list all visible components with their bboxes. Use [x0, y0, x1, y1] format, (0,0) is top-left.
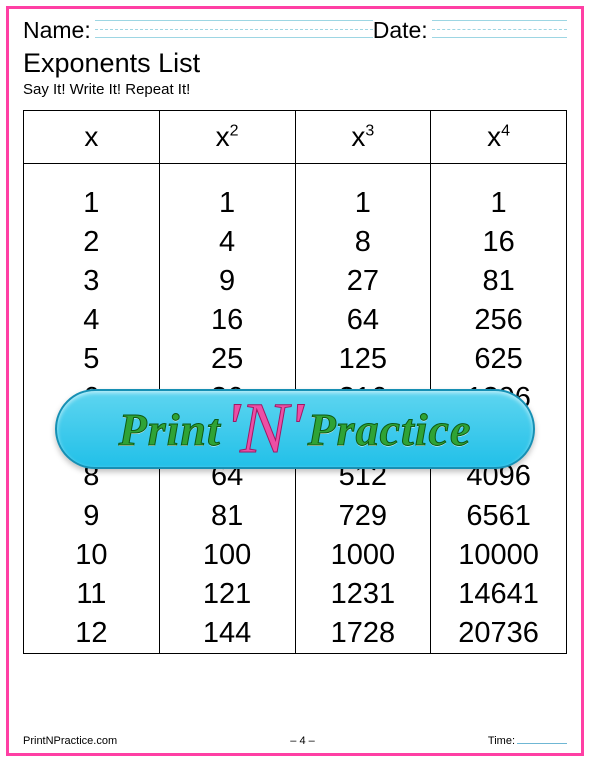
table-cell: 1: [431, 184, 567, 223]
table-cell: 1231: [295, 575, 431, 614]
table-cell: 81: [159, 497, 295, 536]
table-cell: 25: [159, 340, 295, 379]
table-cell: 625: [431, 340, 567, 379]
table-cell: 144: [159, 614, 295, 654]
table-cell: 5: [24, 340, 160, 379]
table-cell: 64: [295, 301, 431, 340]
table-cell: 2: [24, 223, 160, 262]
table-cell: 11: [24, 575, 160, 614]
table-cell: 27: [295, 262, 431, 301]
table-cell: 729: [295, 497, 431, 536]
logo-word-print: Print: [119, 403, 221, 456]
date-label: Date:: [373, 17, 428, 44]
table-row: 392781: [24, 262, 567, 301]
table-cell: 4: [159, 223, 295, 262]
name-label: Name:: [23, 17, 91, 44]
worksheet-page: Name: Date: Exponents List Say It! Write…: [6, 6, 584, 756]
table-cell: 10000: [431, 536, 567, 575]
table-row: 24816: [24, 223, 567, 262]
table-cell: 3: [24, 262, 160, 301]
table-cell: 6561: [431, 497, 567, 536]
table-cell: 1000: [295, 536, 431, 575]
table-cell: 1: [24, 184, 160, 223]
table-cell: 81: [431, 262, 567, 301]
table-header-row: x x2 x3 x4: [24, 111, 567, 164]
footer-row: PrintNPractice.com – 4 – Time:: [23, 734, 567, 747]
table-cell: 4: [24, 301, 160, 340]
footer-page: – 4 –: [117, 735, 488, 747]
col-header: x2: [159, 111, 295, 164]
table-cell: 14641: [431, 575, 567, 614]
table-row: 11121123114641: [24, 575, 567, 614]
logo-word-n: 'N': [225, 400, 304, 458]
table-cell: 121: [159, 575, 295, 614]
col-header: x4: [431, 111, 567, 164]
date-line[interactable]: [432, 20, 567, 38]
footer-time: Time:: [488, 734, 567, 747]
table-cell: 1: [295, 184, 431, 223]
page-title: Exponents List: [23, 48, 567, 79]
logo-word-practice: Practice: [308, 403, 472, 456]
table-cell: 9: [24, 497, 160, 536]
header-row: Name: Date:: [9, 9, 581, 46]
table-row: 12144172820736: [24, 614, 567, 654]
table-row: 9817296561: [24, 497, 567, 536]
table-cell: 10: [24, 536, 160, 575]
table-cell: 100: [159, 536, 295, 575]
table-row: 41664256: [24, 301, 567, 340]
table-cell: 1: [159, 184, 295, 223]
table-row: 10100100010000: [24, 536, 567, 575]
title-block: Exponents List Say It! Write It! Repeat …: [9, 46, 581, 104]
exponents-table: x x2 x3 x4 11112481639278141664256525125…: [23, 110, 567, 654]
table-cell: 20736: [431, 614, 567, 654]
table-cell: 16: [159, 301, 295, 340]
table-cell: 256: [431, 301, 567, 340]
footer-site: PrintNPractice.com: [23, 735, 117, 747]
page-subtitle: Say It! Write It! Repeat It!: [23, 81, 567, 98]
name-field: Name:: [23, 17, 373, 44]
table-row: 1111: [24, 184, 567, 223]
table-cell: 16: [431, 223, 567, 262]
table-cell: 9: [159, 262, 295, 301]
table-cell: 1728: [295, 614, 431, 654]
table-cell: 8: [295, 223, 431, 262]
date-field: Date:: [373, 17, 567, 44]
table-cell: 12: [24, 614, 160, 654]
table-cell: 125: [295, 340, 431, 379]
time-line[interactable]: [517, 734, 567, 744]
col-header: x3: [295, 111, 431, 164]
name-line[interactable]: [95, 20, 373, 38]
col-header: x: [24, 111, 160, 164]
time-label: Time:: [488, 735, 515, 747]
table-row: 525125625: [24, 340, 567, 379]
table-wrap: x x2 x3 x4 11112481639278141664256525125…: [9, 104, 581, 654]
watermark-logo: Print 'N' Practice: [55, 389, 535, 469]
